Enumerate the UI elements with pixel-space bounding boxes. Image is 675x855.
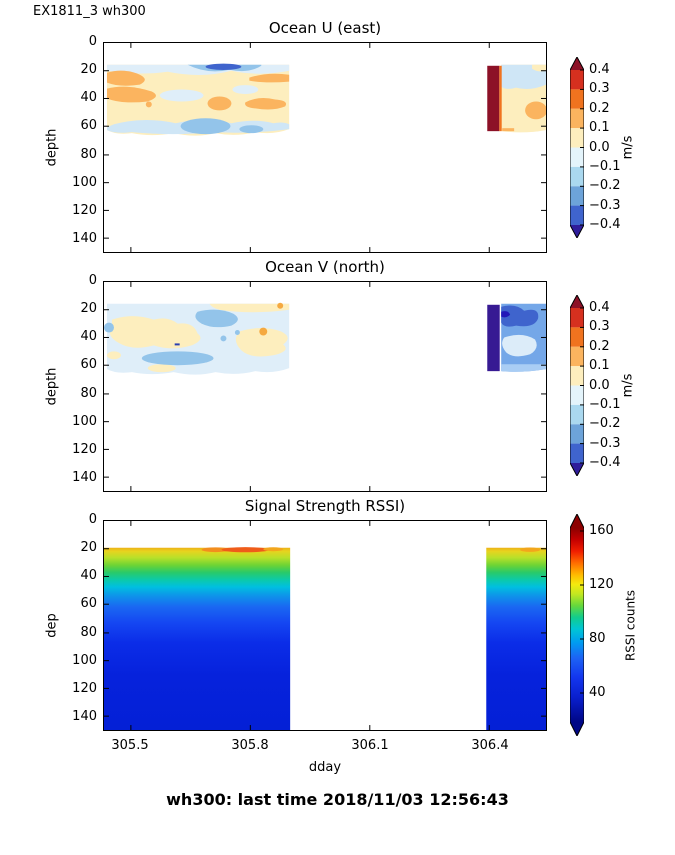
cbar-tick-label: −0.1 (589, 397, 621, 412)
xtick-label: 306.4 (471, 738, 509, 753)
cbar-tick-label: 0.4 (589, 300, 610, 315)
ytick-label: 60 (80, 596, 97, 611)
ytick-label: 120 (72, 203, 97, 218)
cbar-tick-label: −0.3 (589, 436, 621, 451)
cbar-tick-label: −0.2 (589, 416, 621, 431)
ytick-label: 120 (72, 681, 97, 696)
cbar-tick-label: 0.2 (589, 101, 610, 116)
cbar-tick-label: 0.3 (589, 319, 610, 334)
cbar-tick-label: 80 (589, 631, 606, 646)
colorbar-u (570, 57, 584, 238)
cbar-tick-label: 0.1 (589, 120, 610, 135)
axis-ticks (104, 282, 546, 491)
ytick-label: 100 (72, 653, 97, 668)
cbar-tick-label: 160 (589, 523, 614, 538)
ytick-label: 80 (80, 625, 97, 640)
colorbar-rssi (570, 514, 584, 736)
figure-header: EX1811_3 wh300 (33, 4, 146, 19)
panel-title-rssi: Signal Strength RSSI) (244, 497, 406, 515)
panel-v-plot (103, 281, 547, 492)
cbar-unit-label: RSSI counts (623, 589, 638, 662)
panel-u-canvas (104, 43, 546, 252)
cbar-unit-label: m/s (620, 135, 636, 160)
cbar-tick-label: 0.2 (589, 339, 610, 354)
cbar-tick-label: 0.0 (589, 378, 610, 393)
panel-title-u: Ocean U (east) (268, 19, 382, 37)
ytick-label: 140 (72, 231, 97, 246)
cbar-tick-label: 0.1 (589, 358, 610, 373)
ytick-label: 20 (80, 540, 97, 555)
cbar-unit-label: m/s (620, 373, 636, 398)
panel-rssi-plot (103, 520, 547, 731)
xtick-label: 306.1 (351, 738, 389, 753)
ytick-label: 40 (80, 329, 97, 344)
xaxis-label: dday (308, 760, 342, 775)
cbar-tick-label: 0.3 (589, 81, 610, 96)
ytick-label: 0 (88, 512, 97, 527)
ytick-label: 40 (80, 90, 97, 105)
ytick-label: 60 (80, 357, 97, 372)
ytick-label: 80 (80, 147, 97, 162)
cbar-tick-label: −0.4 (589, 217, 621, 232)
cbar-tick-label: −0.1 (589, 159, 621, 174)
ytick-label: 140 (72, 470, 97, 485)
cbar-tick-label: −0.3 (589, 198, 621, 213)
ytick-label: 100 (72, 414, 97, 429)
xtick-label: 305.8 (231, 738, 269, 753)
cbar-tick-label: −0.4 (589, 455, 621, 470)
ytick-label: 20 (80, 62, 97, 77)
colorbar-v (570, 295, 584, 476)
ytick-label: 0 (88, 34, 97, 49)
ytick-label: 60 (80, 118, 97, 133)
cbar-tick-label: 0.0 (589, 140, 610, 155)
ytick-label: 140 (72, 709, 97, 724)
ytick-label: 0 (88, 273, 97, 288)
ytick-label: 100 (72, 175, 97, 190)
cbar-tick-label: 120 (589, 577, 614, 592)
ytick-label: 120 (72, 442, 97, 457)
ytick-label: 20 (80, 301, 97, 316)
cbar-tick-label: 0.4 (589, 62, 610, 77)
panel-v-canvas (104, 282, 546, 491)
axis-ticks (104, 521, 546, 730)
figure-footer: wh300: last time 2018/11/03 12:56:43 (166, 790, 509, 809)
ytick-label: 40 (80, 568, 97, 583)
panel-rssi-canvas (104, 521, 546, 730)
cbar-tick-label: 40 (589, 685, 606, 700)
panel-u-plot (103, 42, 547, 253)
panel-title-v: Ocean V (north) (265, 258, 385, 276)
cbar-tick-label: −0.2 (589, 178, 621, 193)
axis-ticks (104, 43, 546, 252)
xtick-label: 305.5 (111, 738, 149, 753)
ytick-label: 80 (80, 386, 97, 401)
